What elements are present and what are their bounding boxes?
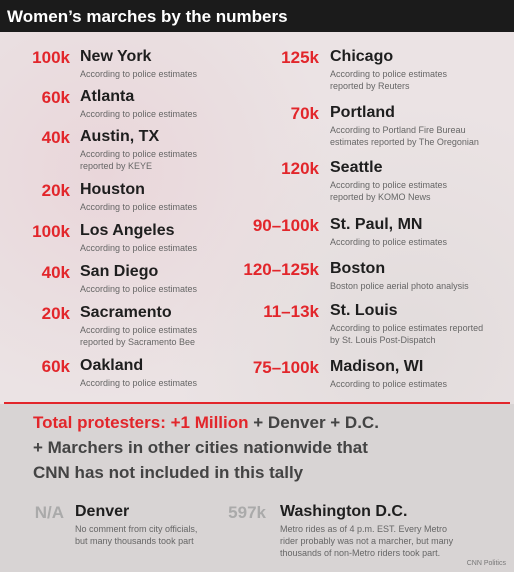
city: Houston [80,181,145,198]
count: 40k [41,128,70,147]
count: 75–100k [252,358,319,377]
note: According to police estimates [80,284,198,294]
count: 120–125k [243,260,319,279]
note: by St. Louis Post-Dispatch [330,335,436,345]
total-line: CNN has not included in this tally [33,463,304,482]
count: 20k [41,304,70,323]
city: Chicago [330,48,394,65]
note: rider probably was not a marcher, but ma… [280,536,454,546]
city: Portland [330,104,395,121]
city: Sacramento [80,304,172,321]
city: New York [80,48,152,65]
note: According to police estimates [80,325,198,335]
city: Boston [330,260,386,277]
note: According to police estimates [80,202,198,212]
note: reported by Sacramento Bee [80,337,196,347]
count: 40k [41,263,70,282]
city: Austin, TX [80,128,160,145]
count: 90–100k [252,216,319,235]
note: According to police estimates [330,379,448,389]
separator [4,402,510,404]
bottom-panel [0,404,514,572]
count: 597k [228,503,266,522]
note: thousands of non-Metro riders took part. [280,548,441,558]
note: reported by Reuters [330,81,410,91]
city: St. Paul, MN [330,216,423,233]
note: According to police estimates [330,69,448,79]
count: 60k [41,357,70,376]
note: According to police estimates [80,243,198,253]
city: St. Louis [330,302,398,319]
count: 125k [281,48,319,67]
city: Oakland [80,357,144,374]
city: Madison, WI [330,358,424,375]
note: According to police estimates [80,378,198,388]
city: Seattle [330,159,383,176]
note: According to Portland Fire Bureau [330,125,466,135]
count: 100k [32,222,70,241]
credit: CNN Politics [466,560,506,567]
note: According to police estimates [80,149,198,159]
count: 11–13k [263,302,319,321]
note: but many thousands took part [75,536,194,546]
total-highlight: Total protesters: +1 Million [33,413,249,432]
count: 60k [41,88,70,107]
count: 70k [290,104,319,123]
city: Denver [75,503,130,520]
total-line: Total protesters: +1 Million + Denver + … [33,413,379,433]
header: Women’s marches by the numbers [0,0,514,32]
note: According to police estimates [330,237,448,247]
count: N/A [34,503,64,522]
count: 20k [41,181,70,200]
note: According to police estimates [330,180,448,190]
city: Atlanta [80,88,135,105]
note: Metro rides as of 4 p.m. EST. Every Metr… [280,524,448,534]
city: San Diego [80,263,159,280]
title: Women’s marches by the numbers [7,7,288,26]
note: reported by KEYE [80,161,153,171]
note: According to police estimates reported [330,323,484,333]
count: 120k [281,159,319,178]
note: According to police estimates [80,69,198,79]
total-rest: + Denver + D.C. [253,413,379,432]
city: Washington D.C. [280,503,408,520]
note: Boston police aerial photo analysis [330,281,469,291]
note: According to police estimates [80,109,198,119]
total-line: + Marchers in other cities nationwide th… [33,438,368,457]
count: 100k [32,48,70,67]
note: reported by KOMO News [330,192,431,202]
note: No comment from city officials, [75,524,198,534]
note: estimates reported by The Oregonian [330,137,479,147]
city: Los Angeles [80,222,175,239]
